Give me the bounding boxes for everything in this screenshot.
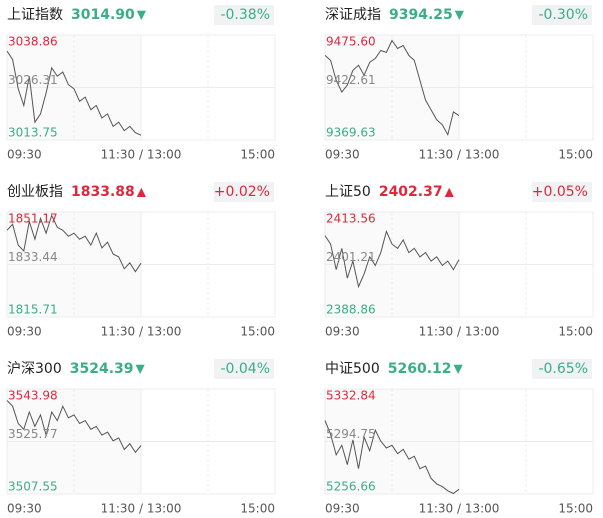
change-percent: -0.65%: [538, 361, 588, 377]
index-card: 上证指数 3014.90 ▼ -0.38% 09:30 11:30 / 13:00 15:0…: [6, 5, 276, 162]
x-tick-label: 11:30 / 13:00: [419, 148, 500, 162]
change-arrow: ▼: [137, 8, 147, 22]
x-tick-label: 11:30 / 13:00: [101, 325, 182, 339]
x-tick-label: 11:30 / 13:00: [101, 148, 182, 162]
x-tick-label: 11:30 / 13:00: [419, 502, 500, 516]
index-card: 沪深300 3524.39 ▼ -0.04% 09:30 11:30 / 13:00 15:…: [6, 359, 276, 516]
x-tick-label: 15:00: [240, 325, 275, 339]
y-tick-label: 9475.60: [326, 35, 376, 49]
index-price: 9394.25: [389, 7, 453, 23]
index-name: 创业板指: [7, 184, 63, 200]
y-tick-label: 5294.75: [326, 427, 376, 441]
change-arrow: ▼: [454, 362, 464, 376]
x-tick-label: 11:30 / 13:00: [101, 502, 182, 516]
price-line: [6, 214, 142, 273]
index-card: 上证50 2402.37 ▲ +0.05% 09:30 11:30 / 13:00 15:0…: [324, 182, 594, 339]
index-card: 深证成指 9394.25 ▼ -0.30% 09:30 11:30 / 13:00 15:0…: [324, 5, 594, 162]
index-price: 3524.39: [70, 361, 134, 377]
change-badge: [214, 182, 274, 202]
x-tick-label: 09:30: [325, 325, 360, 339]
change-percent: -0.04%: [220, 361, 270, 377]
price-line: [324, 420, 460, 495]
x-tick-label: 15:00: [558, 502, 593, 516]
y-tick-label: 1851.17: [8, 212, 58, 226]
y-tick-label: 2401.21: [326, 250, 376, 264]
change-percent: +0.02%: [214, 184, 270, 200]
change-badge: [532, 182, 592, 202]
x-tick-label: 15:00: [558, 148, 593, 162]
y-tick-label: 1815.71: [8, 303, 58, 317]
index-price: 3014.90: [71, 7, 135, 23]
x-tick-label: 09:30: [7, 148, 42, 162]
x-tick-label: 09:30: [325, 502, 360, 516]
change-badge: [214, 359, 274, 379]
change-arrow: ▼: [455, 8, 465, 22]
index-name: 深证成指: [325, 7, 381, 23]
change-percent: -0.38%: [220, 7, 270, 23]
y-tick-label: 3543.98: [8, 389, 58, 403]
change-arrow: ▲: [137, 185, 147, 199]
y-tick-label: 9369.63: [326, 126, 376, 140]
x-tick-label: 09:30: [325, 148, 360, 162]
index-price: 2402.37: [379, 184, 443, 200]
x-tick-label: 11:30 / 13:00: [419, 325, 500, 339]
change-badge: [214, 5, 274, 25]
change-percent: +0.05%: [532, 184, 588, 200]
index-price: 5260.12: [388, 361, 452, 377]
x-tick-label: 15:00: [558, 325, 593, 339]
index-card: 中证500 5260.12 ▼ -0.65% 09:30 11:30 / 13:00 15:…: [324, 359, 594, 516]
price-line: [324, 229, 460, 289]
y-tick-label: 9422.61: [326, 73, 376, 87]
y-tick-label: 3507.55: [8, 480, 58, 494]
x-tick-label: 09:30: [7, 325, 42, 339]
y-tick-label: 2413.56: [326, 212, 376, 226]
x-tick-label: 09:30: [7, 502, 42, 516]
y-tick-label: 2388.86: [326, 303, 376, 317]
price-line: [6, 50, 142, 136]
index-card: 创业板指 1833.88 ▲ +0.02% 09:30 11:30 / 13:00 15:0…: [6, 182, 276, 339]
y-tick-label: 3525.77: [8, 427, 58, 441]
x-tick-label: 15:00: [240, 502, 275, 516]
y-tick-label: 1833.44: [8, 250, 58, 264]
change-badge: [532, 359, 592, 379]
index-price: 1833.88: [71, 184, 135, 200]
y-tick-label: 3013.75: [8, 126, 58, 140]
y-tick-label: 5332.84: [326, 389, 376, 403]
change-arrow: ▲: [445, 185, 455, 199]
y-tick-label: 5256.66: [326, 480, 376, 494]
change-badge: [532, 5, 592, 25]
index-name: 沪深300: [7, 361, 62, 377]
y-tick-label: 3026.31: [8, 73, 58, 87]
index-name: 中证500: [325, 361, 380, 377]
change-arrow: ▼: [136, 362, 146, 376]
y-tick-label: 3038.86: [8, 35, 58, 49]
x-tick-label: 15:00: [240, 148, 275, 162]
change-percent: -0.30%: [538, 7, 588, 23]
index-name: 上证指数: [7, 7, 63, 23]
price-line: [6, 400, 142, 454]
price-line: [324, 39, 460, 137]
index-name: 上证50: [325, 184, 371, 200]
